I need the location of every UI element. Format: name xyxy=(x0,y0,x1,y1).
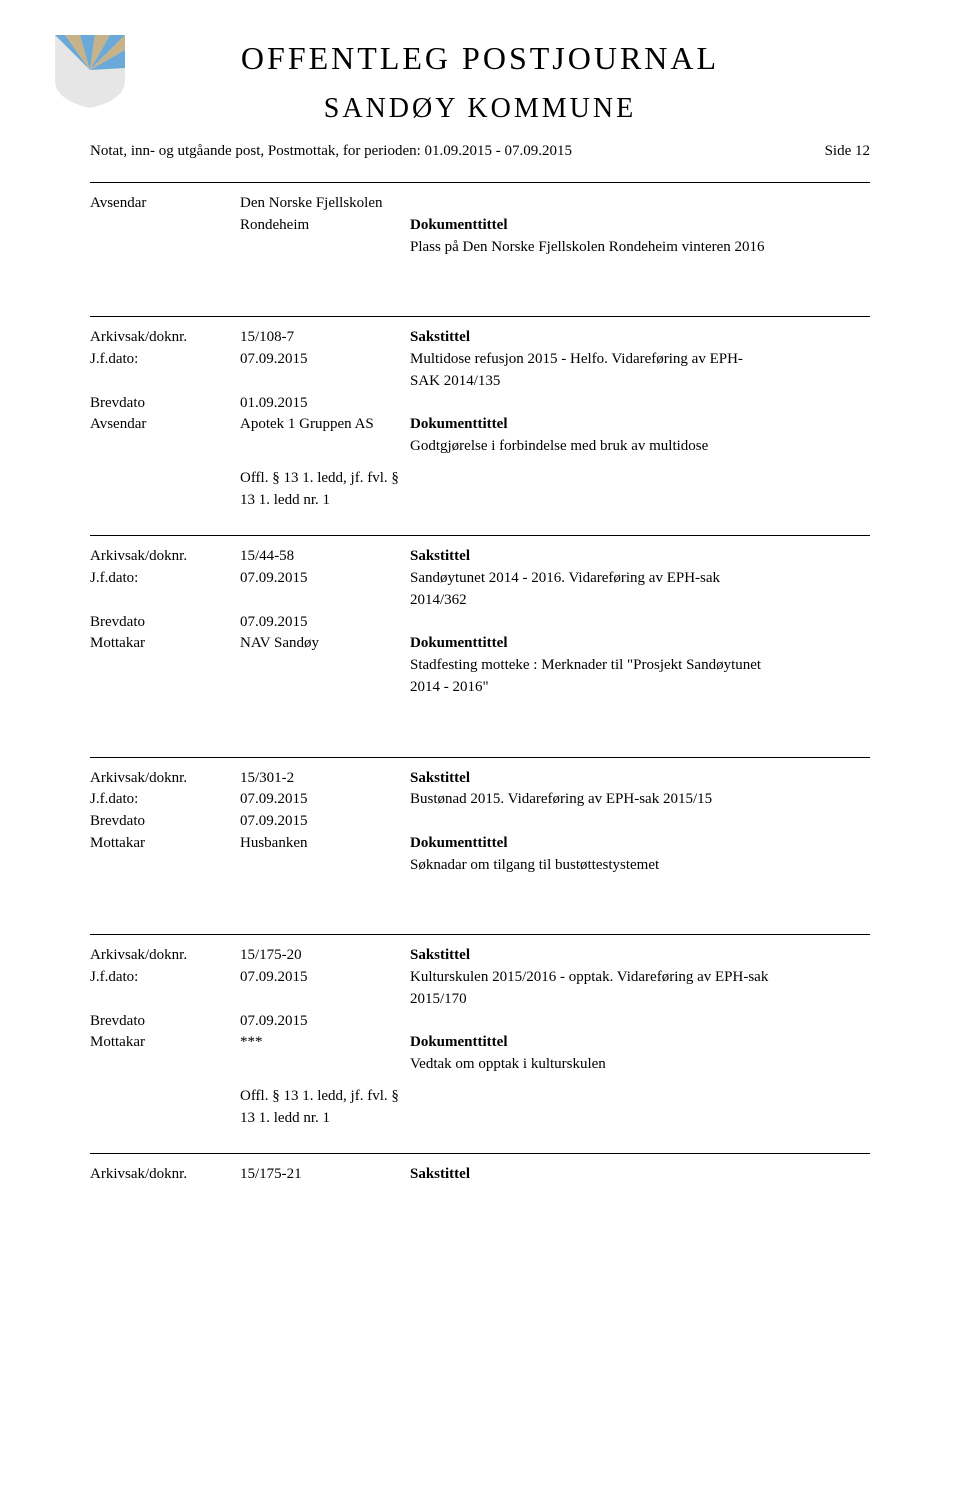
brevdato-label: Brevdato xyxy=(90,612,240,634)
period-text: Notat, inn- og utgåande post, Postmottak… xyxy=(90,143,572,160)
party-label: Mottakar xyxy=(90,633,240,698)
dokumenttittel-label: Dokumenttittel xyxy=(410,215,870,237)
party-label: Mottakar xyxy=(90,1032,240,1076)
jfdato-label: J.f.dato: xyxy=(90,967,240,1011)
arkivsak-label: Arkivsak/doknr. xyxy=(90,768,240,790)
divider xyxy=(90,316,870,317)
sak-line: Multidose refusjon 2015 - Helfo. Vidaref… xyxy=(410,349,870,371)
sak-line: Sandøytunet 2014 - 2016. Vidareføring av… xyxy=(410,568,870,590)
doc-line: Søknadar om tilgang til bustøttestysteme… xyxy=(410,855,870,877)
sub-title: SANDØY KOMMUNE xyxy=(90,93,870,125)
sakstittel-label: Sakstittel xyxy=(410,327,870,349)
doc-line: Godtgjørelse i forbindelse med bruk av m… xyxy=(410,436,870,458)
entry-tail: Arkivsak/doknr. 15/175-21 Sakstittel xyxy=(90,1164,870,1186)
sakstittel-label: Sakstittel xyxy=(410,1164,870,1186)
arkivsak-label: Arkivsak/doknr. xyxy=(90,1164,240,1186)
divider xyxy=(90,757,870,758)
doc-line: Stadfesting motteke : Merknader til "Pro… xyxy=(410,655,870,677)
brevdato-value: 07.09.2015 xyxy=(240,612,410,634)
jfdato-label: J.f.dato: xyxy=(90,568,240,612)
party-value: Husbanken xyxy=(240,833,410,877)
brevdato-value: 07.09.2015 xyxy=(240,811,410,833)
brevdato-label: Brevdato xyxy=(90,811,240,833)
sak-line: SAK 2014/135 xyxy=(410,371,870,393)
jfdato-label: J.f.dato: xyxy=(90,349,240,393)
divider xyxy=(90,535,870,536)
arkivsak-label: Arkivsak/doknr. xyxy=(90,546,240,568)
doc-line: Plass på Den Norske Fjellskolen Rondehei… xyxy=(410,237,870,259)
entry: Arkivsak/doknr. 15/44-58 Sakstittel J.f.… xyxy=(90,546,870,698)
brevdato-label: Brevdato xyxy=(90,1011,240,1033)
sakstittel-label: Sakstittel xyxy=(410,768,870,790)
arkivsak-label: Arkivsak/doknr. xyxy=(90,945,240,967)
sakstittel-label: Sakstittel xyxy=(410,546,870,568)
jfdato-value: 07.09.2015 xyxy=(240,789,410,811)
sakstittel-label: Sakstittel xyxy=(410,945,870,967)
sak-line: 2014/362 xyxy=(410,590,870,612)
divider xyxy=(90,182,870,183)
offl-line: 13 1. ledd nr. 1 xyxy=(240,490,870,512)
dokumenttittel-label: Dokumenttittel xyxy=(410,1032,870,1054)
jfdato-value: 07.09.2015 xyxy=(240,967,410,1011)
arkivsak-value: 15/301-2 xyxy=(240,768,410,790)
municipality-logo xyxy=(50,30,130,110)
entry: Arkivsak/doknr. 15/175-20 Sakstittel J.f… xyxy=(90,945,870,1129)
entry: Arkivsak/doknr. 15/108-7 Sakstittel J.f.… xyxy=(90,327,870,511)
jfdato-value: 07.09.2015 xyxy=(240,349,410,393)
offl-block: Offl. § 13 1. ledd, jf. fvl. § 13 1. led… xyxy=(240,468,870,512)
party-value: NAV Sandøy xyxy=(240,633,410,698)
party-label: Mottakar xyxy=(90,833,240,877)
sak-line: 2015/170 xyxy=(410,989,870,1011)
arkivsak-value: 15/175-20 xyxy=(240,945,410,967)
divider xyxy=(90,1153,870,1154)
party-value: *** xyxy=(240,1032,410,1076)
divider xyxy=(90,934,870,935)
period-row: Notat, inn- og utgåande post, Postmottak… xyxy=(90,143,870,160)
sak-line: Kulturskulen 2015/2016 - opptak. Vidaref… xyxy=(410,967,870,989)
jfdato-label: J.f.dato: xyxy=(90,789,240,811)
brevdato-label: Brevdato xyxy=(90,393,240,415)
dokumenttittel-label: Dokumenttittel xyxy=(410,833,870,855)
offl-line: 13 1. ledd nr. 1 xyxy=(240,1108,870,1130)
main-title: OFFENTLEG POSTJOURNAL xyxy=(90,40,870,77)
offl-line: Offl. § 13 1. ledd, jf. fvl. § xyxy=(240,1086,870,1108)
brevdato-value: 01.09.2015 xyxy=(240,393,410,415)
party-label: Avsendar xyxy=(90,414,240,458)
avsendar-label: Avsendar xyxy=(90,193,240,258)
avsendar-line: Den Norske Fjellskolen xyxy=(240,193,410,215)
doc-line: Vedtak om opptak i kulturskulen xyxy=(410,1054,870,1076)
offl-line: Offl. § 13 1. ledd, jf. fvl. § xyxy=(240,468,870,490)
party-value: Apotek 1 Gruppen AS xyxy=(240,414,410,458)
dokumenttittel-label: Dokumenttittel xyxy=(410,633,870,655)
offl-block: Offl. § 13 1. ledd, jf. fvl. § 13 1. led… xyxy=(240,1086,870,1130)
jfdato-value: 07.09.2015 xyxy=(240,568,410,612)
side-label: Side 12 xyxy=(825,143,870,160)
entry: Arkivsak/doknr. 15/301-2 Sakstittel J.f.… xyxy=(90,768,870,877)
brevdato-value: 07.09.2015 xyxy=(240,1011,410,1033)
entry-head: Avsendar Den Norske Fjellskolen Rondehei… xyxy=(90,193,870,258)
header: OFFENTLEG POSTJOURNAL SANDØY KOMMUNE xyxy=(90,40,870,125)
avsendar-line: Rondeheim xyxy=(240,215,410,237)
arkivsak-label: Arkivsak/doknr. xyxy=(90,327,240,349)
arkivsak-value: 15/44-58 xyxy=(240,546,410,568)
sak-line: Bustønad 2015. Vidareføring av EPH-sak 2… xyxy=(410,789,870,811)
arkivsak-value: 15/175-21 xyxy=(240,1164,410,1186)
arkivsak-value: 15/108-7 xyxy=(240,327,410,349)
doc-line: 2014 - 2016" xyxy=(410,677,870,699)
dokumenttittel-label: Dokumenttittel xyxy=(410,414,870,436)
